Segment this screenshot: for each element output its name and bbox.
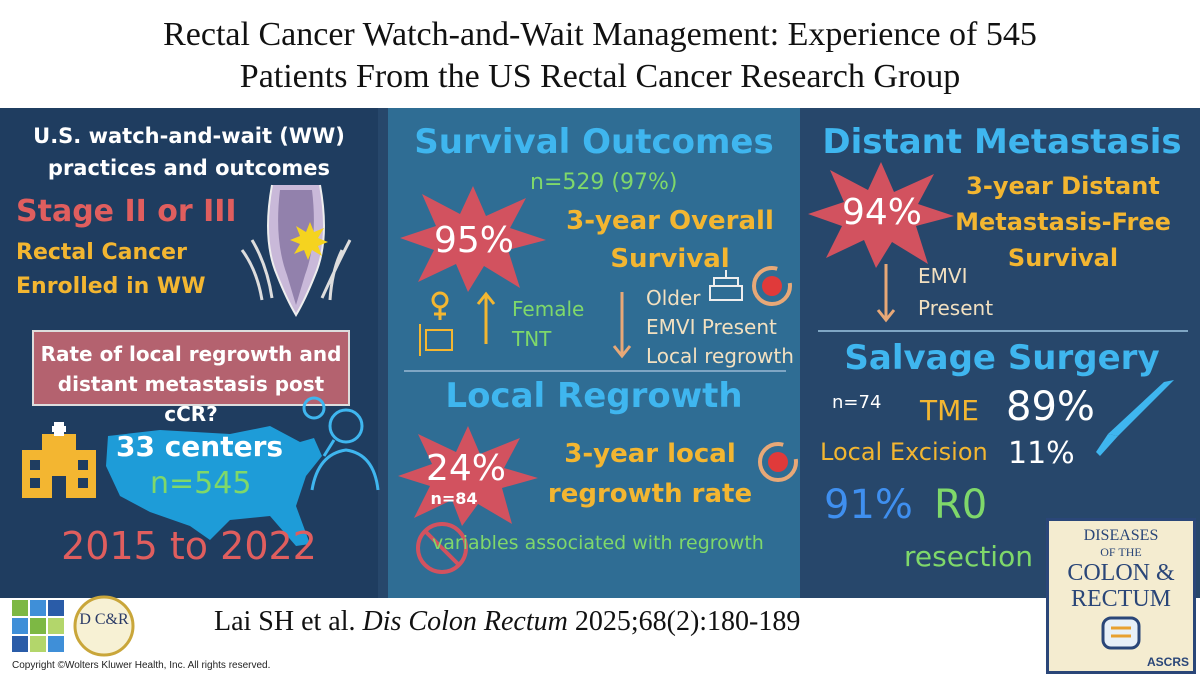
metastasis-factors: EMVI Present — [918, 264, 994, 320]
citation: Lai SH et al. Dis Colon Rectum 2025;68(2… — [214, 606, 801, 637]
wolters-kluwer-logo — [12, 600, 64, 652]
right-divider — [818, 330, 1188, 332]
local-regrowth-n: n=84 — [430, 489, 477, 508]
down-arrow-icon-2 — [876, 264, 896, 323]
survival-heading: Survival Outcomes — [414, 122, 774, 162]
regrowth-note: variables associated with regrowth — [432, 532, 764, 554]
thinking-person-icon — [302, 396, 380, 491]
question-box: Rate of local regrowth and distant metas… — [32, 330, 350, 426]
page-title: Rectal Cancer Watch-and-Wait Management:… — [0, 14, 1200, 98]
salvage-heading: Salvage Surgery — [844, 338, 1160, 378]
overall-survival-star: 95% — [400, 186, 546, 292]
resection-label: resection — [904, 540, 1033, 573]
middle-divider — [404, 370, 786, 372]
r0-pct: 91% — [824, 482, 913, 528]
journal-cover: DISEASES OF THE COLON & RECTUM ASCRS — [1046, 518, 1196, 674]
title-line-2: Patients From the US Rectal Cancer Resea… — [239, 58, 961, 95]
birthday-cake-icon — [709, 270, 743, 301]
prohibited-icon — [416, 522, 468, 574]
overall-survival-pct: 95% — [434, 220, 514, 261]
regrowth-heading: Local Regrowth — [445, 376, 743, 416]
patients-count: n=545 — [150, 466, 252, 501]
rectum-illustration-icon — [240, 184, 352, 317]
salvage-n: n=74 — [832, 392, 882, 413]
down-arrow-icon — [612, 292, 632, 359]
tme-label: TME — [920, 394, 979, 427]
tme-pct: 89% — [1006, 384, 1095, 430]
scalpel-icon — [1096, 380, 1174, 456]
dcr-logo-text: D C&R — [79, 611, 129, 628]
metastasis-free-star: 94% — [808, 162, 954, 268]
local-regrowth-label: 3-year local regrowth rate — [547, 439, 753, 509]
metastasis-free-pct: 94% — [842, 192, 922, 233]
stage-label: Stage II or III — [16, 194, 237, 229]
left-heading: U.S. watch-and-wait (WW) practices and o… — [33, 124, 345, 180]
overall-survival-label: 3-year Overall Survival — [566, 206, 774, 274]
survival-n: n=529 (97%) — [530, 170, 678, 195]
local-excision-label: Local Excision — [820, 438, 988, 466]
r0-label: R0 — [934, 482, 988, 528]
decreased-factors: Older EMVI Present Local regrowth — [646, 286, 794, 368]
centers-count: 33 centers — [116, 430, 284, 463]
up-arrow-icon — [476, 291, 496, 344]
dcr-logo: D C&R — [73, 595, 135, 657]
metastasis-heading: Distant Metastasis — [822, 122, 1182, 162]
local-regrowth-pct: 24% — [426, 448, 506, 489]
enrolled-label: Rectal Cancer Enrolled in WW — [16, 240, 206, 299]
hospital-icon — [22, 422, 96, 498]
middle-panel — [388, 108, 800, 598]
regrowth-cycle-icon — [752, 266, 792, 306]
local-regrowth-star: 24% n=84 — [398, 426, 538, 526]
us-map-icon — [106, 426, 322, 546]
copyright-notice: Copyright ©Wolters Kluwer Health, Inc. A… — [12, 660, 271, 671]
metastasis-free-label: 3-year Distant Metastasis-Free Survival — [955, 172, 1171, 272]
increased-factors: Female TNT — [512, 297, 585, 351]
ascrs-badge: ASCRS — [1146, 655, 1189, 669]
ascrs-emblem-icon — [1101, 616, 1141, 650]
regrowth-cycle-icon-2 — [758, 442, 798, 482]
female-patient-icon — [419, 291, 453, 356]
title-line-1: Rectal Cancer Watch-and-Wait Management:… — [163, 16, 1037, 53]
years-range: 2015 to 2022 — [61, 524, 317, 568]
local-excision-pct: 11% — [1008, 436, 1075, 471]
